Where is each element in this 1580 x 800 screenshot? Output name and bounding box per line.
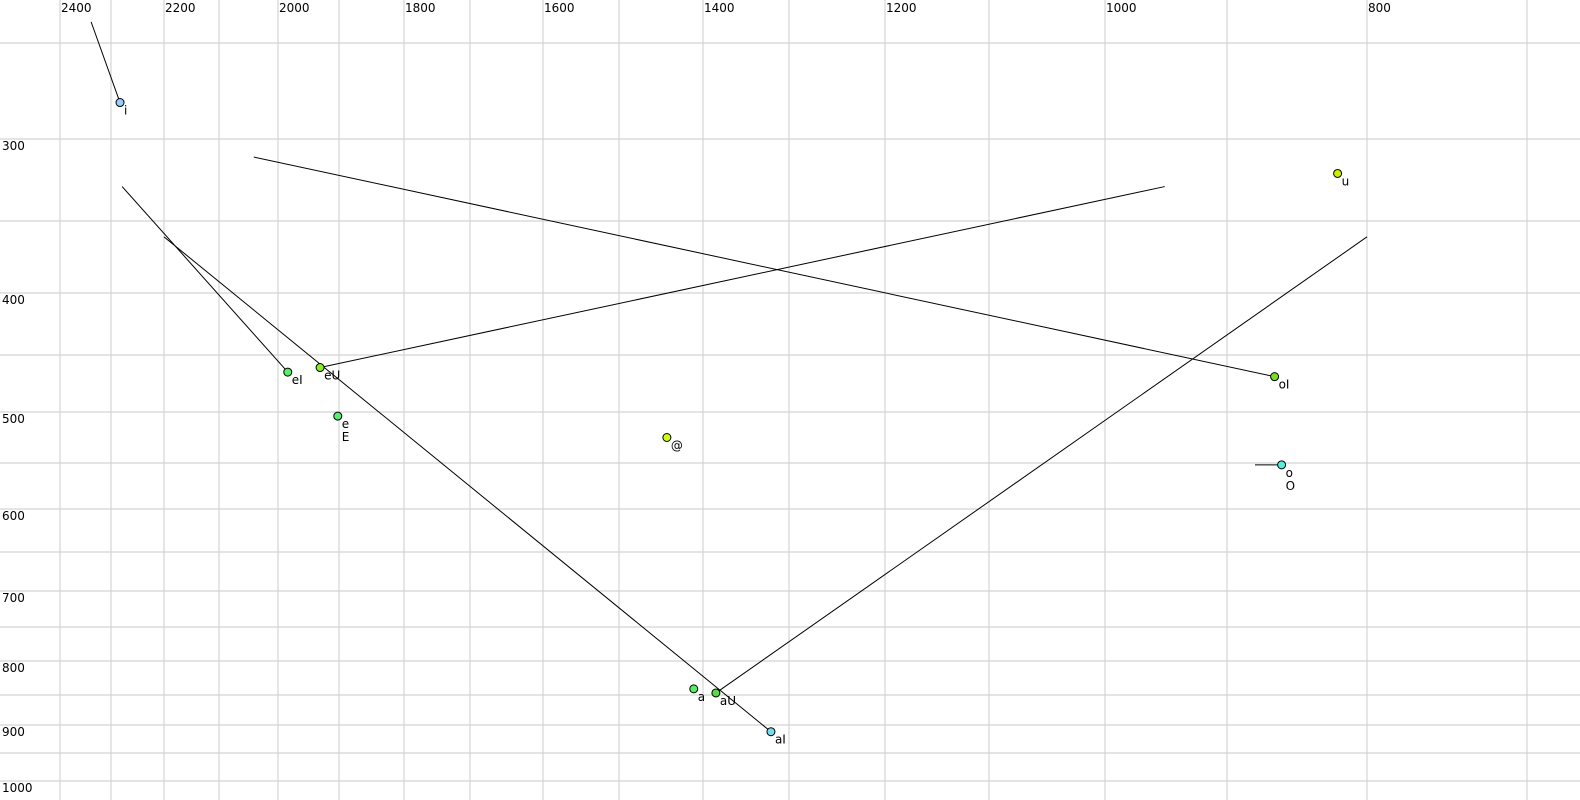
y-tick-label: 300 bbox=[2, 139, 25, 153]
x-tick-label: 2400 bbox=[61, 1, 92, 15]
point-label-secondary: E bbox=[342, 430, 350, 444]
point-label: @ bbox=[671, 439, 683, 453]
point-aU bbox=[711, 688, 721, 698]
point-label: i bbox=[124, 104, 127, 118]
point-eI bbox=[283, 367, 293, 377]
point-u bbox=[1333, 168, 1343, 178]
point-label: eU bbox=[324, 369, 340, 383]
point-o bbox=[1277, 460, 1287, 470]
y-tick-label: 700 bbox=[2, 591, 25, 605]
trajectory-aI bbox=[163, 236, 772, 733]
point-label: a bbox=[698, 690, 705, 704]
x-tick-label: 1600 bbox=[544, 1, 575, 15]
x-tick-label: 1400 bbox=[704, 1, 735, 15]
point-eU bbox=[315, 363, 325, 373]
trajectory-eU bbox=[319, 186, 1165, 369]
x-axis-ticks: 2400 2200 2000 1800 1600 1400 1200 1000 800 bbox=[61, 1, 1391, 15]
y-tick-label: 600 bbox=[2, 509, 25, 523]
trajectory-eI bbox=[121, 186, 289, 373]
point-label: u bbox=[1342, 174, 1350, 188]
point-label: e bbox=[342, 417, 349, 431]
point-a bbox=[689, 684, 699, 694]
y-tick-label: 400 bbox=[2, 293, 25, 307]
point-@ bbox=[662, 433, 672, 442]
point-label: eI bbox=[292, 373, 303, 387]
x-tick-label: 2000 bbox=[279, 1, 310, 15]
x-tick-label: 1800 bbox=[405, 1, 436, 15]
y-tick-label: 500 bbox=[2, 412, 25, 426]
x-tick-label: 2200 bbox=[165, 1, 196, 15]
trajectories bbox=[90, 21, 1368, 733]
trajectory-aU bbox=[715, 236, 1368, 694]
y-tick-label: 800 bbox=[2, 661, 25, 675]
point-oI bbox=[1270, 372, 1280, 382]
point-label: o bbox=[1286, 466, 1293, 480]
point-i bbox=[115, 98, 125, 108]
point-label: aI bbox=[775, 733, 786, 747]
y-tick-label: 1000 bbox=[2, 781, 33, 795]
point-label: oI bbox=[1279, 378, 1290, 392]
y-tick-label: 900 bbox=[2, 725, 25, 739]
point-label-secondary: O bbox=[1286, 479, 1295, 493]
point-e bbox=[333, 411, 343, 421]
point-label: aU bbox=[720, 694, 736, 708]
points: i u eI eU eE @ oI oOa aU aI bbox=[115, 98, 1350, 747]
point-aI bbox=[766, 727, 776, 737]
x-tick-label: 1200 bbox=[886, 1, 917, 15]
y-axis-ticks: 300 400 500 600 700 800 900 1000 bbox=[2, 139, 33, 795]
x-tick-label: 800 bbox=[1368, 1, 1391, 15]
trajectory-i bbox=[90, 21, 121, 103]
trajectory-oI bbox=[253, 156, 1275, 378]
x-tick-label: 1000 bbox=[1106, 1, 1137, 15]
